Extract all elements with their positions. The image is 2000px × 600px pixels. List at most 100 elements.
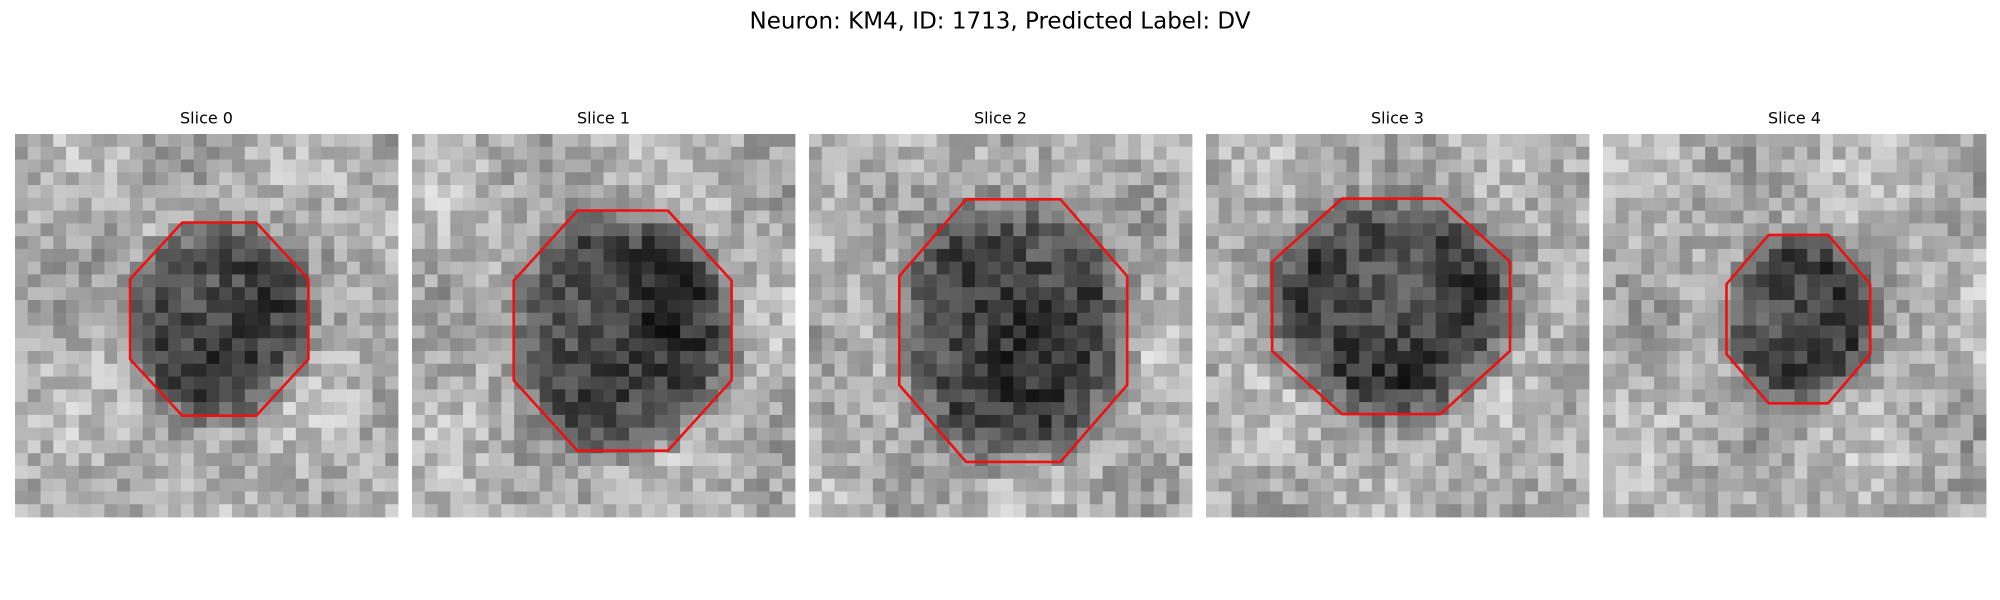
pixel: [1423, 325, 1437, 339]
pixel: [743, 325, 758, 339]
pixel: [321, 402, 335, 416]
pixel: [206, 172, 220, 186]
pixel: [142, 197, 156, 211]
pixel: [603, 185, 617, 199]
pixel: [1435, 453, 1449, 467]
pixel: [1947, 325, 1961, 339]
pixel: [821, 325, 835, 339]
pixel: [1550, 465, 1564, 480]
pixel: [15, 223, 29, 237]
pixel: [27, 376, 41, 390]
pixel: [1282, 351, 1296, 365]
pixel: [1013, 325, 1027, 339]
pixel: [872, 351, 886, 365]
pixel: [1525, 504, 1539, 518]
pixel: [1717, 236, 1732, 250]
pixel: [27, 223, 41, 237]
pixel: [769, 248, 783, 263]
pixel: [1013, 312, 1027, 326]
pixel: [168, 299, 182, 314]
pixel: [1654, 185, 1668, 199]
pixel: [911, 427, 925, 441]
pixel: [1320, 427, 1335, 441]
pixel: [1486, 338, 1501, 352]
pixel: [1820, 312, 1834, 326]
pixel: [142, 210, 156, 224]
pixel: [257, 491, 271, 505]
pixel: [1397, 351, 1411, 365]
pixel: [1858, 478, 1872, 492]
pixel: [514, 287, 528, 301]
pixel: [1537, 261, 1552, 275]
pixel: [142, 363, 156, 377]
pixel: [180, 185, 195, 199]
pixel: [654, 210, 668, 224]
pixel: [1550, 504, 1564, 518]
pixel: [1359, 338, 1373, 352]
pixel: [232, 504, 246, 518]
pixel: [667, 389, 681, 403]
pixel: [1218, 210, 1232, 224]
pixel: [1896, 185, 1910, 199]
pixel: [1435, 159, 1449, 173]
pixel: [1525, 478, 1539, 492]
pixel: [1206, 236, 1220, 250]
pixel: [27, 325, 41, 339]
pixel: [1603, 312, 1617, 326]
pixel: [424, 427, 438, 441]
pixel: [552, 172, 566, 186]
pixel: [1140, 465, 1155, 480]
pixel: [219, 134, 233, 148]
pixel: [40, 223, 54, 237]
pixel: [1654, 172, 1668, 186]
pixel: [15, 465, 29, 480]
pixel: [463, 134, 477, 148]
pixel: [680, 146, 694, 160]
pixel: [1359, 465, 1373, 480]
pixel: [1832, 134, 1846, 148]
pixel: [809, 325, 823, 339]
pixel: [923, 134, 938, 148]
pixel: [334, 236, 348, 250]
pixel: [654, 197, 668, 211]
pixel: [40, 376, 54, 390]
pixel: [1206, 197, 1220, 211]
pixel: [1179, 185, 1193, 199]
pixel: [1563, 351, 1577, 365]
pixel: [1102, 389, 1116, 403]
pixel: [577, 172, 592, 186]
pixel: [1320, 236, 1335, 250]
pixel: [1679, 389, 1693, 403]
pixel: [923, 223, 938, 237]
pixel: [424, 146, 438, 160]
pixel: [1820, 274, 1834, 288]
pixel: [1231, 338, 1245, 352]
pixel: [1384, 299, 1398, 314]
pixel: [463, 453, 477, 467]
pixel: [1973, 427, 1987, 441]
pixel: [1628, 414, 1642, 429]
pixel: [1705, 376, 1719, 390]
pixel: [885, 210, 899, 224]
pixel: [552, 504, 566, 518]
pixel: [1512, 185, 1526, 199]
pixel: [27, 134, 41, 148]
pixel: [1666, 197, 1680, 211]
pixel: [193, 478, 207, 492]
pixel: [1628, 274, 1642, 288]
pixel: [847, 402, 861, 416]
pixel: [257, 197, 271, 211]
pixel: [295, 299, 310, 314]
pixel: [1166, 287, 1180, 301]
pixel: [232, 185, 246, 199]
pixel: [78, 325, 92, 339]
pixel: [412, 376, 426, 390]
pixel: [1474, 287, 1488, 301]
pixel: [1922, 325, 1936, 339]
pixel: [1512, 172, 1526, 186]
pixel: [475, 248, 489, 263]
pixel: [718, 440, 732, 454]
pixel: [821, 261, 835, 275]
pixel: [1308, 389, 1322, 403]
pixel: [1666, 146, 1680, 160]
